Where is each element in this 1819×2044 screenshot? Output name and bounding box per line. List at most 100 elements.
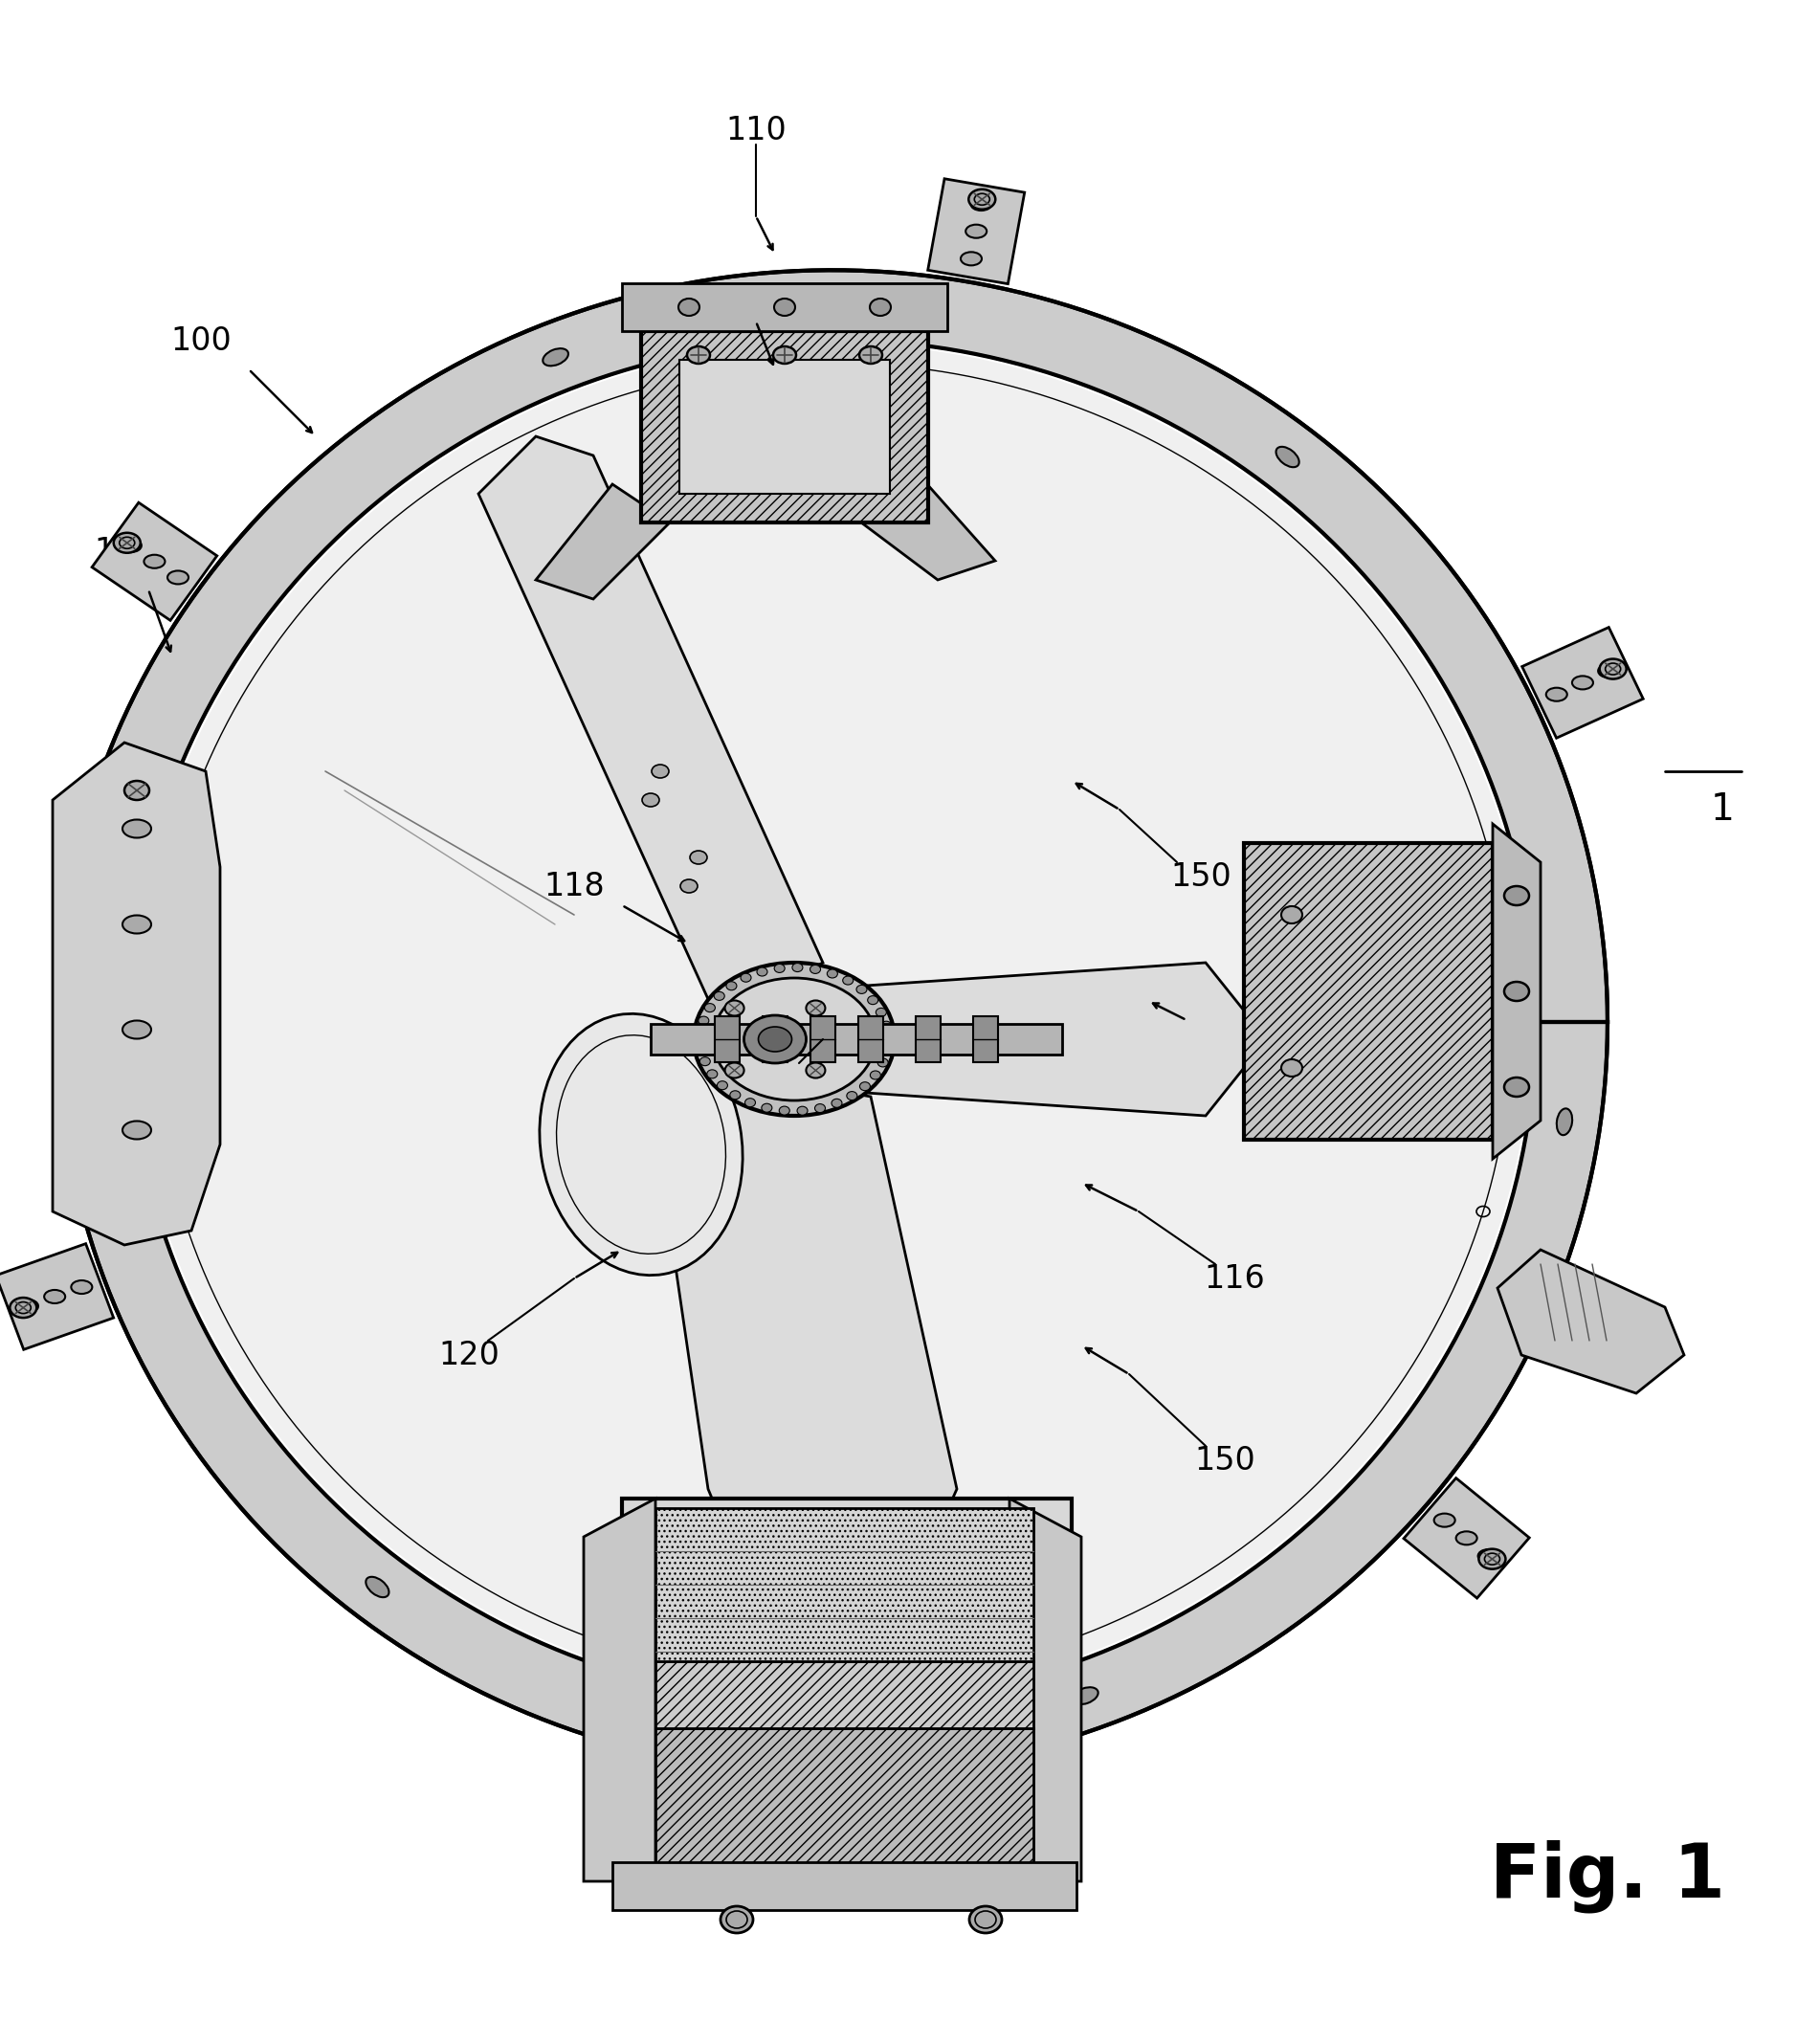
Polygon shape — [678, 360, 889, 495]
Text: 112: 112 — [95, 536, 155, 566]
Polygon shape — [928, 178, 1024, 284]
Ellipse shape — [693, 963, 895, 1116]
Ellipse shape — [1572, 677, 1593, 689]
Polygon shape — [613, 1862, 1077, 1909]
Polygon shape — [640, 331, 928, 523]
Ellipse shape — [868, 995, 879, 1004]
Ellipse shape — [689, 850, 708, 865]
Bar — [651, 1024, 1062, 1055]
Polygon shape — [53, 742, 220, 1245]
Text: 116: 116 — [1204, 1263, 1264, 1294]
Ellipse shape — [970, 1907, 1002, 1934]
Bar — [811, 1016, 835, 1063]
Polygon shape — [93, 503, 216, 621]
Polygon shape — [1497, 1249, 1684, 1394]
Ellipse shape — [815, 1104, 826, 1112]
Text: Fig. 1: Fig. 1 — [1490, 1840, 1724, 1913]
Bar — [859, 1016, 884, 1063]
Polygon shape — [655, 1729, 1033, 1872]
Ellipse shape — [122, 820, 151, 838]
Ellipse shape — [1504, 1077, 1530, 1098]
Polygon shape — [135, 343, 1532, 1701]
Ellipse shape — [877, 1008, 886, 1016]
Ellipse shape — [806, 1000, 826, 1016]
Ellipse shape — [366, 1576, 389, 1596]
Ellipse shape — [678, 298, 700, 315]
Ellipse shape — [793, 963, 802, 971]
Polygon shape — [1404, 1478, 1530, 1598]
Ellipse shape — [762, 1104, 771, 1112]
Ellipse shape — [44, 1290, 65, 1304]
Ellipse shape — [1546, 687, 1568, 701]
Bar — [915, 1016, 940, 1063]
Ellipse shape — [651, 764, 669, 779]
Ellipse shape — [688, 345, 709, 364]
Ellipse shape — [970, 190, 995, 208]
Ellipse shape — [831, 1100, 842, 1108]
Ellipse shape — [806, 1063, 826, 1077]
Ellipse shape — [746, 1098, 755, 1108]
Polygon shape — [728, 1498, 939, 1576]
Polygon shape — [0, 1243, 113, 1349]
Ellipse shape — [120, 540, 142, 552]
Text: 118: 118 — [544, 871, 604, 901]
Polygon shape — [584, 1498, 655, 1880]
Bar — [762, 1016, 788, 1063]
Text: 122: 122 — [755, 1061, 815, 1094]
Ellipse shape — [869, 1071, 880, 1079]
Ellipse shape — [1281, 1059, 1302, 1077]
Ellipse shape — [642, 793, 658, 807]
Polygon shape — [640, 1760, 737, 1866]
Polygon shape — [651, 1077, 957, 1605]
Ellipse shape — [882, 1034, 893, 1044]
Polygon shape — [860, 474, 995, 580]
Ellipse shape — [717, 1081, 728, 1089]
Ellipse shape — [1504, 981, 1530, 1002]
Ellipse shape — [1073, 1686, 1099, 1705]
Ellipse shape — [846, 1091, 857, 1100]
Polygon shape — [478, 435, 822, 1020]
Bar — [715, 1016, 740, 1063]
Ellipse shape — [700, 1057, 709, 1065]
Ellipse shape — [773, 345, 797, 364]
Ellipse shape — [113, 533, 140, 552]
Polygon shape — [537, 484, 669, 599]
Ellipse shape — [122, 1120, 151, 1139]
Ellipse shape — [720, 1907, 753, 1934]
Ellipse shape — [757, 967, 768, 977]
Ellipse shape — [726, 1063, 744, 1077]
Polygon shape — [1010, 1498, 1080, 1880]
Ellipse shape — [857, 985, 868, 993]
Polygon shape — [655, 1662, 1033, 1729]
Ellipse shape — [1275, 448, 1299, 468]
Ellipse shape — [880, 1022, 891, 1030]
Ellipse shape — [859, 345, 882, 364]
Ellipse shape — [842, 977, 853, 985]
Polygon shape — [58, 270, 1608, 1774]
Ellipse shape — [971, 196, 991, 211]
Ellipse shape — [1504, 887, 1530, 905]
Text: 110: 110 — [726, 114, 786, 145]
Ellipse shape — [1557, 1108, 1572, 1134]
Ellipse shape — [877, 1059, 888, 1067]
Text: 150: 150 — [1170, 861, 1231, 893]
Ellipse shape — [779, 1106, 789, 1114]
Ellipse shape — [726, 981, 737, 989]
Ellipse shape — [1479, 1549, 1499, 1564]
Ellipse shape — [1433, 1513, 1455, 1527]
Ellipse shape — [122, 916, 151, 934]
Text: 120: 120 — [438, 1339, 500, 1372]
Ellipse shape — [1281, 905, 1302, 924]
Ellipse shape — [71, 1280, 93, 1294]
Ellipse shape — [96, 885, 113, 912]
Ellipse shape — [740, 973, 751, 981]
Polygon shape — [655, 1508, 1033, 1662]
Ellipse shape — [540, 1014, 742, 1275]
Text: 130: 130 — [1175, 1014, 1237, 1044]
Ellipse shape — [797, 1106, 808, 1116]
Ellipse shape — [673, 1833, 695, 1848]
Ellipse shape — [124, 781, 149, 799]
Bar — [973, 1016, 999, 1063]
Polygon shape — [1523, 628, 1643, 738]
Ellipse shape — [542, 347, 568, 366]
